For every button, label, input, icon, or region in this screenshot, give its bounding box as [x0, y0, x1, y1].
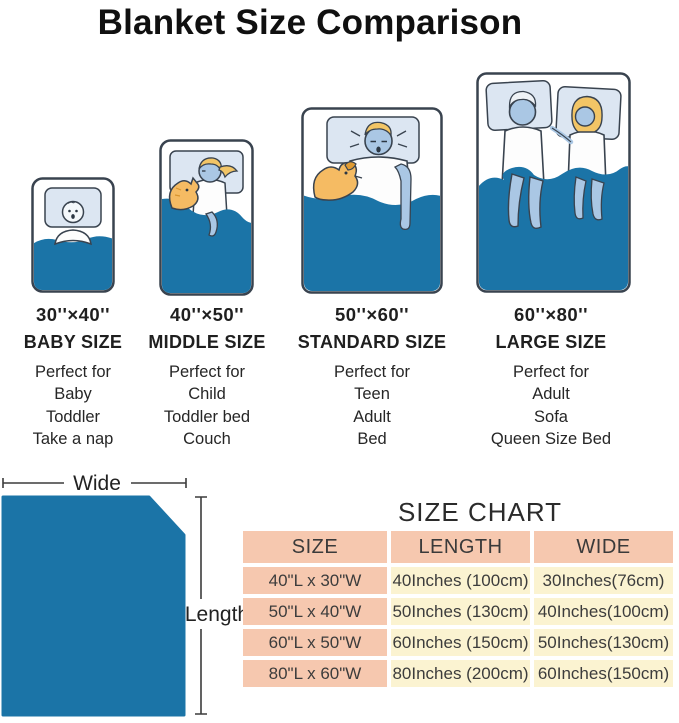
size-dimensions: 30''×40''	[35, 304, 111, 325]
table-cell: 60Inches (150cm)	[391, 629, 530, 656]
size-use-line: Sofa	[534, 407, 568, 426]
size-column-baby: 30''×40'' BABY SIZE Perfect for Baby Tod…	[6, 304, 140, 451]
size-dimensions: 60''×80''	[513, 304, 589, 325]
table-cell: 40"L x 30"W	[243, 567, 387, 594]
man-figure	[345, 121, 412, 209]
size-chart-table: SIZE LENGTH WIDE 40"L x 30"W 40Inches (1…	[243, 531, 673, 687]
table-cell: 60Inches(150cm)	[534, 660, 673, 687]
size-uses: Perfect for Teen Adult Bed	[290, 361, 454, 451]
table-cell: 60"L x 50"W	[243, 629, 387, 656]
table-cell: 40Inches(100cm)	[534, 598, 673, 625]
size-use-line: Perfect for	[512, 363, 590, 381]
size-use-line: Perfect for	[168, 363, 246, 381]
size-dimensions: 40''×50''	[169, 304, 245, 325]
bed-illustration-standard	[301, 107, 443, 294]
bed-illustration-middle	[159, 139, 254, 296]
size-column-standard: 50''×60'' STANDARD SIZE Perfect for Teen…	[290, 304, 454, 451]
blanket-shape	[1, 495, 186, 717]
table-cell: 50"L x 40"W	[243, 598, 387, 625]
table-cell: 50Inches (130cm)	[391, 598, 530, 625]
size-chart-title: SIZE CHART	[397, 497, 563, 527]
size-name: BABY SIZE	[23, 332, 123, 352]
page-title: Blanket Size Comparison	[97, 3, 523, 42]
wide-label: Wide	[73, 472, 121, 495]
size-use-line: Toddler bed	[163, 407, 251, 426]
size-use-line: Adult	[353, 407, 391, 426]
size-name: LARGE SIZE	[495, 332, 607, 352]
wide-measure-line	[2, 478, 187, 488]
table-cell: 50Inches(130cm)	[534, 629, 673, 656]
dog-figure	[312, 161, 363, 201]
size-name: MIDDLE SIZE	[148, 332, 266, 352]
size-column-middle: 40''×50'' MIDDLE SIZE Perfect for Child …	[140, 304, 274, 451]
blanket-shape	[479, 166, 628, 290]
table-cell: 30Inches(76cm)	[534, 567, 673, 594]
length-label: Length	[185, 603, 249, 626]
size-use-line: Adult	[532, 385, 570, 404]
bed-illustration-large	[476, 72, 631, 293]
size-uses: Perfect for Baby Toddler Take a nap	[6, 361, 140, 451]
table-cell: 80Inches (200cm)	[391, 660, 530, 687]
header-cell-wide: WIDE	[534, 531, 673, 563]
table-cell: 80"L x 60"W	[243, 660, 387, 687]
size-use-line: Take a nap	[32, 430, 114, 449]
size-use-line: Perfect for	[333, 363, 411, 381]
blanket-shape	[162, 198, 251, 293]
blanket-shape	[34, 236, 112, 290]
size-name: STANDARD SIZE	[297, 332, 447, 352]
table-cell: 40Inches (100cm)	[391, 567, 530, 594]
size-dimensions: 50''×60''	[334, 304, 410, 325]
bed-illustration-baby	[31, 177, 115, 293]
header-cell-length: LENGTH	[391, 531, 530, 563]
size-column-large: 60''×80'' LARGE SIZE Perfect for Adult S…	[466, 304, 636, 451]
size-uses: Perfect for Child Toddler bed Couch	[140, 361, 274, 451]
blanket-shape	[304, 194, 440, 291]
size-use-line: Couch	[183, 430, 231, 449]
size-use-line: Baby	[54, 385, 92, 404]
man-arm	[393, 163, 412, 231]
size-use-line: Teen	[354, 385, 390, 404]
size-use-line: Bed	[357, 430, 387, 449]
size-uses: Perfect for Adult Sofa Queen Size Bed	[466, 361, 636, 451]
blanket-dimension-diagram: Wide Length	[1, 472, 249, 717]
length-measure-line	[195, 496, 207, 715]
baby-figure	[54, 200, 92, 246]
header-cell-size: SIZE	[243, 531, 387, 563]
size-use-line: Toddler	[45, 407, 101, 426]
girl-figure	[192, 157, 239, 217]
size-use-line: Queen Size Bed	[490, 430, 612, 449]
size-use-line: Child	[188, 385, 226, 404]
legs	[507, 173, 605, 230]
size-use-line: Perfect for	[34, 363, 112, 381]
girl-arm	[204, 211, 218, 237]
cat-figure	[168, 176, 200, 211]
